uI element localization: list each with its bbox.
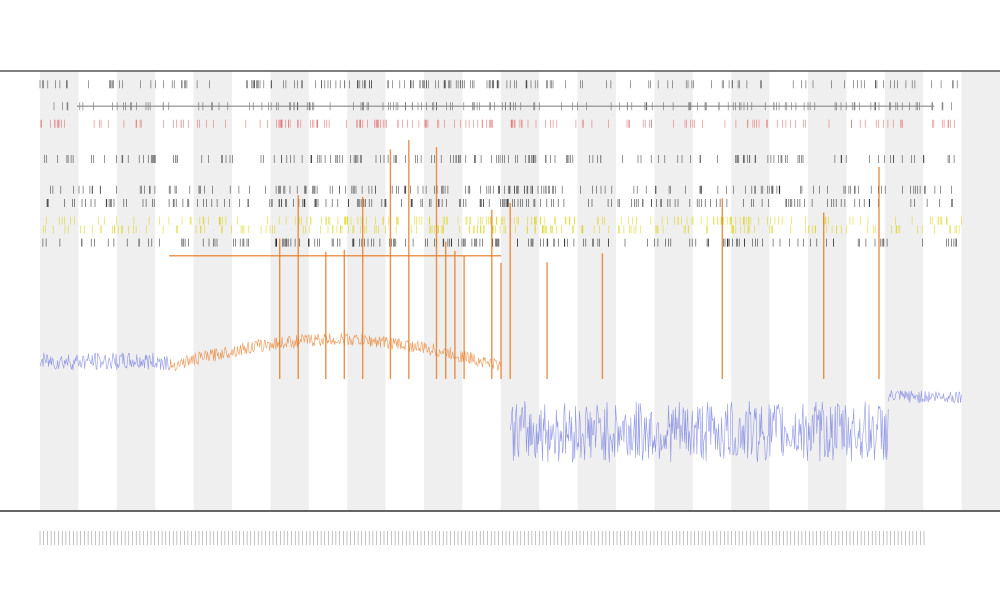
- series-segment: [509, 400, 889, 463]
- event-row: [43, 225, 960, 234]
- background-band: [884, 71, 924, 511]
- event-row: [42, 238, 957, 247]
- background-band: [347, 71, 386, 511]
- series-segment: [887, 390, 963, 404]
- background-bands: [40, 71, 1000, 511]
- event-row: [40, 119, 955, 128]
- series-baseline: [39, 352, 963, 463]
- event-row: [39, 80, 958, 89]
- background-band: [731, 71, 770, 511]
- event-rows: [39, 80, 962, 247]
- background-band: [193, 71, 232, 511]
- series-layer: [39, 105, 963, 463]
- background-band: [500, 71, 540, 511]
- background-band: [270, 71, 309, 511]
- event-row: [44, 155, 955, 163]
- background-band: [961, 71, 1000, 511]
- background-band: [116, 71, 156, 511]
- x-tick-labels: [39, 531, 925, 545]
- series-active: [168, 140, 880, 379]
- series-segment: [39, 352, 170, 371]
- background-band: [40, 71, 79, 511]
- event-row: [50, 185, 953, 194]
- background-band: [577, 71, 616, 511]
- event-row: [45, 216, 962, 225]
- event-row: [46, 199, 953, 207]
- background-band: [424, 71, 463, 511]
